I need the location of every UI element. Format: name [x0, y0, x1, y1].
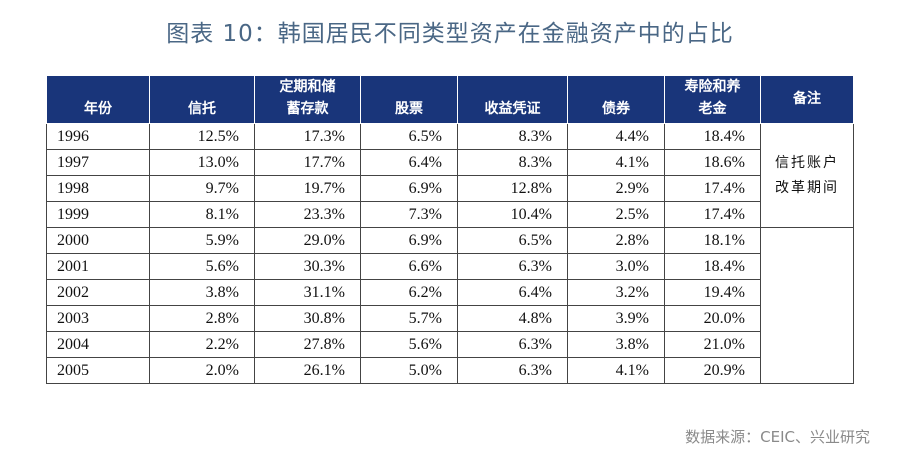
value-cell: 3.8%	[567, 331, 665, 358]
value-cell: 17.4%	[664, 175, 761, 202]
header-trust: 信托	[149, 75, 255, 124]
value-cell: 18.4%	[664, 253, 761, 280]
value-cell: 18.4%	[664, 123, 761, 150]
value-cell: 12.8%	[457, 175, 568, 202]
value-cell: 29.0%	[254, 227, 361, 254]
value-cell: 17.4%	[664, 201, 761, 228]
value-cell: 3.0%	[567, 253, 665, 280]
table-row: 1996 12.5% 17.3% 6.5% 8.3% 4.4% 18.4% 信托账户 改革期间	[46, 123, 854, 228]
table-row: 2001 5.6% 30.3% 6.6% 6.3% 3.0% 18.4%	[46, 253, 854, 280]
value-cell: 30.8%	[254, 305, 361, 332]
value-cell: 6.9%	[360, 175, 458, 202]
value-cell: 2.9%	[567, 175, 665, 202]
value-cell: 6.2%	[360, 279, 458, 306]
table-row: 2003 2.8% 30.8% 5.7% 4.8% 3.9% 20.0%	[46, 305, 854, 332]
value-cell: 18.1%	[664, 227, 761, 254]
value-cell: 18.6%	[664, 149, 761, 176]
value-cell: 20.9%	[664, 357, 761, 384]
header-beneficiary-certificates: 收益凭证	[457, 75, 568, 124]
year-cell: 2002	[46, 279, 150, 306]
value-cell: 19.4%	[664, 279, 761, 306]
value-cell: 8.3%	[457, 149, 568, 176]
value-cell: 6.5%	[457, 227, 568, 254]
value-cell: 30.3%	[254, 253, 361, 280]
value-cell: 23.3%	[254, 201, 361, 228]
value-cell: 3.2%	[567, 279, 665, 306]
value-cell: 17.7%	[254, 149, 361, 176]
value-cell: 12.5%	[149, 123, 255, 150]
table-row: 2000 5.9% 29.0% 6.9% 6.5% 2.8% 18.1%	[46, 227, 854, 384]
table-row: 2004 2.2% 27.8% 5.6% 6.3% 3.8% 21.0%	[46, 331, 854, 358]
remarks-empty-cell	[760, 227, 854, 384]
header-bonds: 债券	[567, 75, 665, 124]
value-cell: 5.7%	[360, 305, 458, 332]
value-cell: 4.8%	[457, 305, 568, 332]
asset-share-table: 年份 信托 定期和储 蓄存款 股票 收益凭证 债券 寿险和养 老金 备注 1996 1…	[46, 75, 854, 384]
header-deposits: 定期和储 蓄存款	[254, 75, 361, 124]
value-cell: 7.3%	[360, 201, 458, 228]
header-remarks: 备注	[760, 75, 854, 124]
data-source: 数据来源：CEIC、兴业研究	[685, 428, 870, 446]
year-cell: 2001	[46, 253, 150, 280]
value-cell: 2.8%	[567, 227, 665, 254]
year-cell: 1999	[46, 201, 150, 228]
table-row: 1997 13.0% 17.7% 6.4% 8.3% 4.1% 18.6%	[46, 149, 854, 176]
value-cell: 4.4%	[567, 123, 665, 150]
value-cell: 4.1%	[567, 149, 665, 176]
year-cell: 1997	[46, 149, 150, 176]
value-cell: 26.1%	[254, 357, 361, 384]
value-cell: 9.7%	[149, 175, 255, 202]
header-insurance-pension: 寿险和养 老金	[664, 75, 761, 124]
value-cell: 6.4%	[360, 149, 458, 176]
value-cell: 6.9%	[360, 227, 458, 254]
year-cell: 1996	[46, 123, 150, 150]
value-cell: 2.8%	[149, 305, 255, 332]
value-cell: 27.8%	[254, 331, 361, 358]
value-cell: 2.5%	[567, 201, 665, 228]
value-cell: 21.0%	[664, 331, 761, 358]
value-cell: 3.8%	[149, 279, 255, 306]
value-cell: 19.7%	[254, 175, 361, 202]
value-cell: 5.0%	[360, 357, 458, 384]
year-cell: 2003	[46, 305, 150, 332]
value-cell: 6.4%	[457, 279, 568, 306]
value-cell: 3.9%	[567, 305, 665, 332]
value-cell: 13.0%	[149, 149, 255, 176]
value-cell: 5.6%	[149, 253, 255, 280]
value-cell: 8.1%	[149, 201, 255, 228]
value-cell: 20.0%	[664, 305, 761, 332]
table-row: 2005 2.0% 26.1% 5.0% 6.3% 4.1% 20.9%	[46, 357, 854, 384]
figure-title: 图表 10：韩国居民不同类型资产在金融资产中的占比	[166, 21, 734, 47]
year-cell: 2004	[46, 331, 150, 358]
header-row: 年份 信托 定期和储 蓄存款 股票 收益凭证 债券 寿险和养 老金 备注	[46, 75, 854, 124]
value-cell: 10.4%	[457, 201, 568, 228]
value-cell: 6.5%	[360, 123, 458, 150]
value-cell: 6.3%	[457, 331, 568, 358]
value-cell: 6.3%	[457, 253, 568, 280]
table-row: 1999 8.1% 23.3% 7.3% 10.4% 2.5% 17.4%	[46, 201, 854, 228]
header-year: 年份	[46, 75, 150, 124]
value-cell: 2.0%	[149, 357, 255, 384]
value-cell: 8.3%	[457, 123, 568, 150]
value-cell: 5.6%	[360, 331, 458, 358]
value-cell: 31.1%	[254, 279, 361, 306]
remarks-cell: 信托账户 改革期间	[760, 123, 854, 228]
table-row: 1998 9.7% 19.7% 6.9% 12.8% 2.9% 17.4%	[46, 175, 854, 202]
value-cell: 2.2%	[149, 331, 255, 358]
value-cell: 6.3%	[457, 357, 568, 384]
value-cell: 4.1%	[567, 357, 665, 384]
value-cell: 17.3%	[254, 123, 361, 150]
year-cell: 2000	[46, 227, 150, 254]
remarks-line: 改革期间	[775, 179, 839, 196]
header-stocks: 股票	[360, 75, 458, 124]
value-cell: 5.9%	[149, 227, 255, 254]
value-cell: 6.6%	[360, 253, 458, 280]
year-cell: 1998	[46, 175, 150, 202]
table-row: 2002 3.8% 31.1% 6.2% 6.4% 3.2% 19.4%	[46, 279, 854, 306]
remarks-line: 信托账户	[775, 154, 839, 171]
year-cell: 2005	[46, 357, 150, 384]
